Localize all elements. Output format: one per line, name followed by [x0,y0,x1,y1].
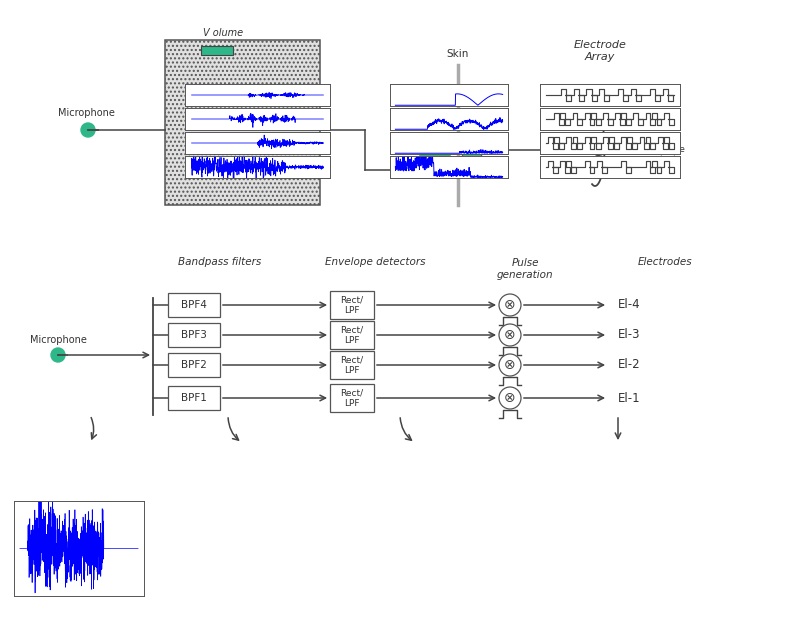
FancyBboxPatch shape [330,351,374,379]
Text: Bandpass filters: Bandpass filters [178,257,262,267]
Circle shape [81,123,95,137]
Text: Rect/
LPF: Rect/ LPF [340,295,363,315]
Text: El-2: El-2 [618,359,641,371]
Text: Microphone: Microphone [29,335,86,345]
Text: BPF4: BPF4 [181,300,207,310]
FancyBboxPatch shape [201,46,233,55]
Circle shape [499,294,521,316]
FancyBboxPatch shape [330,321,374,349]
Text: ⊗: ⊗ [504,391,515,405]
Text: Rect/
LPF: Rect/ LPF [340,388,363,408]
Text: Speech
Processor: Speech Processor [197,110,289,151]
Circle shape [499,354,521,376]
FancyBboxPatch shape [165,40,320,205]
FancyBboxPatch shape [168,353,220,377]
Text: BPF2: BPF2 [181,360,207,370]
Text: Skin: Skin [446,49,469,59]
Text: Electrodes: Electrodes [638,257,692,267]
Text: El-1: El-1 [618,391,641,404]
Text: BPF1: BPF1 [181,393,207,403]
Circle shape [461,139,483,161]
Text: BPF3: BPF3 [181,330,207,340]
FancyBboxPatch shape [330,291,374,319]
Text: ⊗: ⊗ [504,328,515,342]
Text: Receiver: Receiver [456,164,492,173]
FancyBboxPatch shape [330,384,374,412]
Text: Rect/
LPF: Rect/ LPF [340,356,363,375]
Text: ⊗: ⊗ [504,358,515,372]
Text: Electrode
Array: Electrode Array [573,41,626,62]
Text: V olume: V olume [203,28,243,38]
Text: El-4: El-4 [618,299,641,312]
FancyBboxPatch shape [168,323,220,347]
Circle shape [419,134,451,166]
FancyBboxPatch shape [168,293,220,317]
Circle shape [51,348,65,362]
Circle shape [499,387,521,409]
Text: Rect/
LPF: Rect/ LPF [340,326,363,345]
FancyBboxPatch shape [168,386,220,410]
Text: Electrode
contacts: Electrode contacts [645,145,685,165]
Text: Transmitter: Transmitter [409,169,458,178]
Text: Pulse
generation: Pulse generation [496,258,554,280]
Text: Envelope detectors: Envelope detectors [325,257,425,267]
Text: ⊗: ⊗ [504,298,515,312]
Text: Microphone: Microphone [58,108,114,118]
Text: El-3: El-3 [618,329,641,342]
Circle shape [499,324,521,346]
